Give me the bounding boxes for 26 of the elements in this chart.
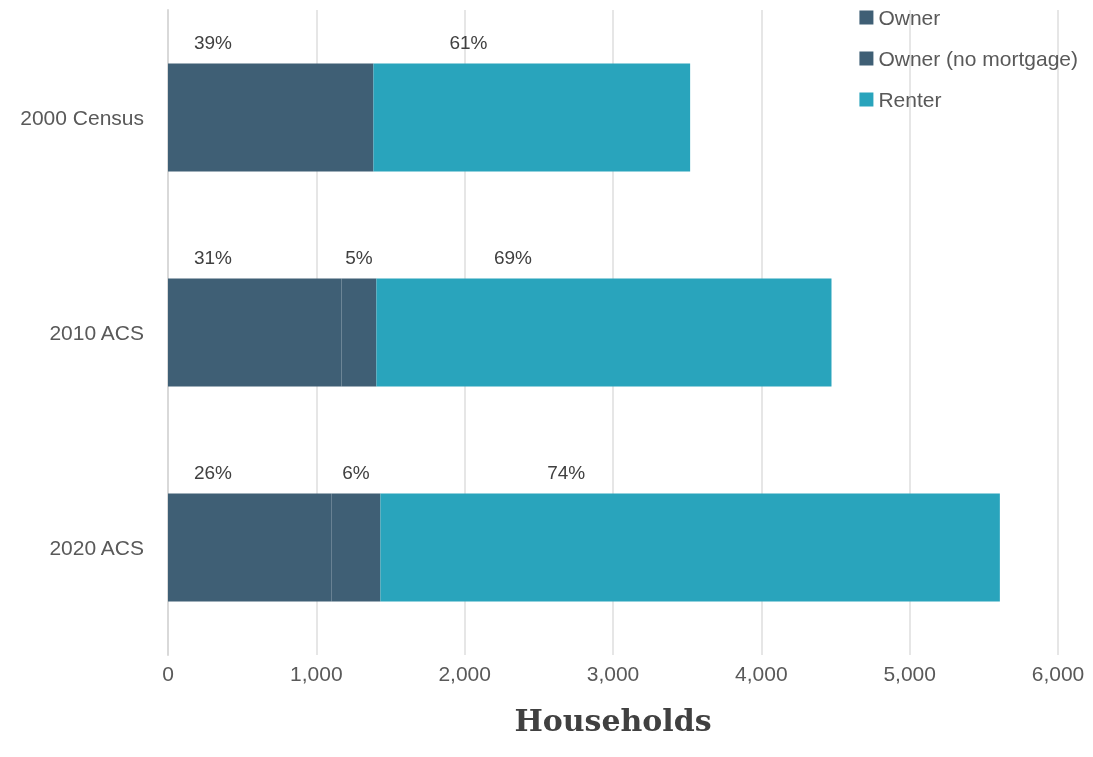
y-tick-label: 2020 ACS (49, 536, 144, 559)
y-tick-label: 2010 ACS (49, 321, 144, 344)
bar (373, 63, 691, 172)
bar (380, 493, 1000, 602)
x-tick-label: 4,000 (735, 662, 788, 685)
bar (168, 63, 374, 172)
annotation: 5% (345, 246, 373, 268)
annotation: 6% (342, 461, 370, 483)
annotation: 69% (493, 246, 533, 268)
bar (376, 278, 832, 387)
legend-label: Renter (878, 88, 942, 111)
annotation: 39% (193, 31, 233, 53)
x-tick-label: 3,000 (586, 662, 640, 685)
x-tick-label: 1,000 (290, 662, 343, 685)
legend-label: Owner (no mortgage) (878, 47, 1079, 70)
annotation: 74% (547, 461, 586, 483)
annotation: 26% (193, 461, 233, 483)
x-axis-title: Households (514, 702, 712, 738)
legend-label: Owner (878, 6, 941, 29)
annotation: 31% (193, 246, 233, 268)
y-tick-label: 2000 Census (20, 106, 144, 129)
x-tick-label: 0 (162, 662, 174, 685)
annotation: 61% (449, 31, 488, 53)
x-tick-label: 2,000 (438, 662, 491, 685)
x-tick-label: 6,000 (1031, 662, 1085, 685)
x-tick-label: 5,000 (883, 662, 936, 685)
